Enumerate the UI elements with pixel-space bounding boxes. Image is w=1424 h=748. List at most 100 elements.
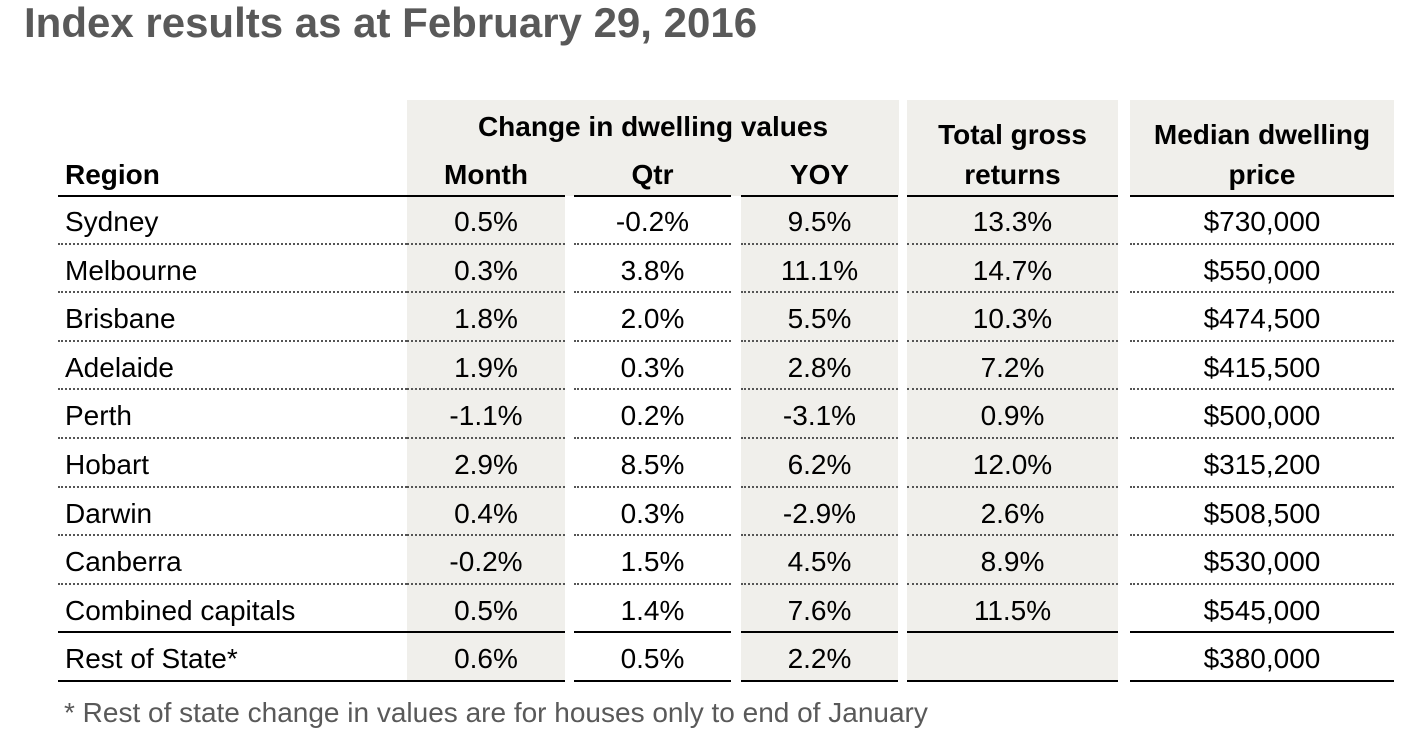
cell-yoy: 2.2% (787, 643, 852, 675)
row-separator (741, 242, 898, 245)
cell-returns: 13.3% (972, 206, 1053, 237)
cell-qtr: 1.5% (620, 546, 685, 578)
row-separator (58, 388, 407, 391)
column-header-region: Region (65, 159, 160, 190)
header-border-returns (907, 195, 1118, 197)
cell-yoy: 11.1% (780, 254, 859, 286)
cell-median: $380,000 (1203, 643, 1321, 675)
row-separator (407, 388, 565, 391)
cell-returns: 11.5% (973, 594, 1052, 626)
cell-qtr: 1.4% (620, 594, 685, 626)
row-separator (58, 339, 407, 342)
cell-region: Rest of State* (65, 643, 238, 675)
row-separator (741, 631, 898, 634)
row-separator (574, 388, 731, 391)
cell-month: 0.4% (454, 497, 518, 529)
row-separator (907, 242, 1118, 245)
row-separator (574, 631, 731, 634)
row-separator (58, 485, 407, 488)
row-separator (741, 485, 898, 488)
cell-region: Sydney (65, 206, 159, 237)
row-separator (741, 388, 898, 391)
column-header-month: Month (444, 159, 528, 190)
column-header-returns-line-1: Total gross (938, 119, 1087, 150)
header-shading-returns (907, 100, 1118, 196)
cell-month: 1.8% (454, 303, 518, 335)
row-separator (574, 534, 731, 537)
cell-qtr: 0.3% (620, 351, 685, 383)
row-separator (907, 437, 1118, 439)
cell-median: $500,000 (1203, 400, 1321, 432)
row-separator (907, 339, 1118, 342)
row-separator (58, 680, 407, 682)
row-separator (574, 339, 731, 342)
row-separator (1130, 631, 1394, 634)
cell-median: $545,000 (1203, 594, 1321, 626)
cell-qtr: 3.8% (620, 254, 685, 286)
header-border-month (407, 195, 565, 197)
cell-qtr: 8.5% (620, 449, 685, 480)
row-separator (1130, 582, 1394, 585)
cell-returns: 14.7% (972, 254, 1053, 286)
cell-month: 1.9% (454, 351, 518, 383)
row-separator (407, 437, 565, 439)
cell-qtr: 0.3% (620, 497, 685, 529)
row-separator (58, 437, 407, 439)
row-separator (1130, 339, 1394, 342)
header-border-median (1130, 195, 1394, 197)
row-separator (407, 485, 565, 488)
cell-region: Canberra (65, 546, 182, 578)
cell-returns: 8.9% (980, 546, 1045, 578)
row-separator (407, 582, 565, 585)
column-header-median-line-2: price (1228, 159, 1296, 190)
row-separator (907, 631, 1118, 634)
row-separator (907, 680, 1118, 682)
column-shading-month (407, 196, 565, 682)
row-separator (1130, 242, 1394, 245)
cell-median: $530,000 (1203, 546, 1321, 578)
row-separator (907, 582, 1118, 585)
cell-region: Combined capitals (65, 594, 296, 626)
row-separator (741, 291, 898, 294)
row-separator (58, 534, 407, 537)
row-separator (1130, 680, 1394, 682)
cell-median: $730,000 (1203, 206, 1321, 237)
footnote: * Rest of state change in values are for… (64, 697, 928, 728)
cell-month: 2.9% (454, 449, 518, 480)
cell-returns: 12.0% (972, 449, 1053, 480)
column-header-yoy: YOY (789, 159, 850, 190)
row-separator (741, 437, 898, 439)
header-border-yoy (741, 195, 898, 197)
cell-yoy: 9.5% (787, 206, 852, 237)
cell-region: Melbourne (65, 254, 198, 286)
cell-qtr: -0.2% (615, 206, 690, 237)
column-header-median-line-1: Median dwelling (1153, 119, 1371, 150)
header-border-region (58, 195, 407, 197)
row-separator (574, 582, 731, 585)
cell-yoy: 5.5% (787, 303, 852, 335)
row-separator (58, 631, 407, 634)
cell-yoy: 4.5% (787, 546, 852, 578)
row-separator (1130, 534, 1394, 537)
row-separator (574, 485, 731, 488)
row-separator (58, 291, 407, 294)
cell-median: $550,000 (1203, 254, 1321, 286)
cell-returns: 0.9% (980, 400, 1045, 432)
column-shading-yoy (741, 196, 898, 682)
cell-region: Hobart (65, 449, 150, 480)
column-shading-returns (907, 196, 1118, 682)
header-shading-median (1130, 100, 1394, 196)
header-border-qtr (574, 195, 731, 197)
cell-returns: 10.3% (972, 303, 1053, 335)
row-separator (741, 339, 898, 342)
cell-median: $508,500 (1203, 497, 1321, 529)
row-separator (741, 582, 898, 585)
row-separator (741, 534, 898, 537)
cell-qtr: 0.5% (620, 643, 685, 675)
row-separator (907, 485, 1118, 488)
header-shading-change (407, 100, 899, 196)
cell-region: Darwin (65, 497, 153, 529)
cell-qtr: 2.0% (620, 303, 685, 335)
row-separator (407, 631, 565, 634)
page-title: Index results as at February 29, 2016 (24, 0, 758, 46)
